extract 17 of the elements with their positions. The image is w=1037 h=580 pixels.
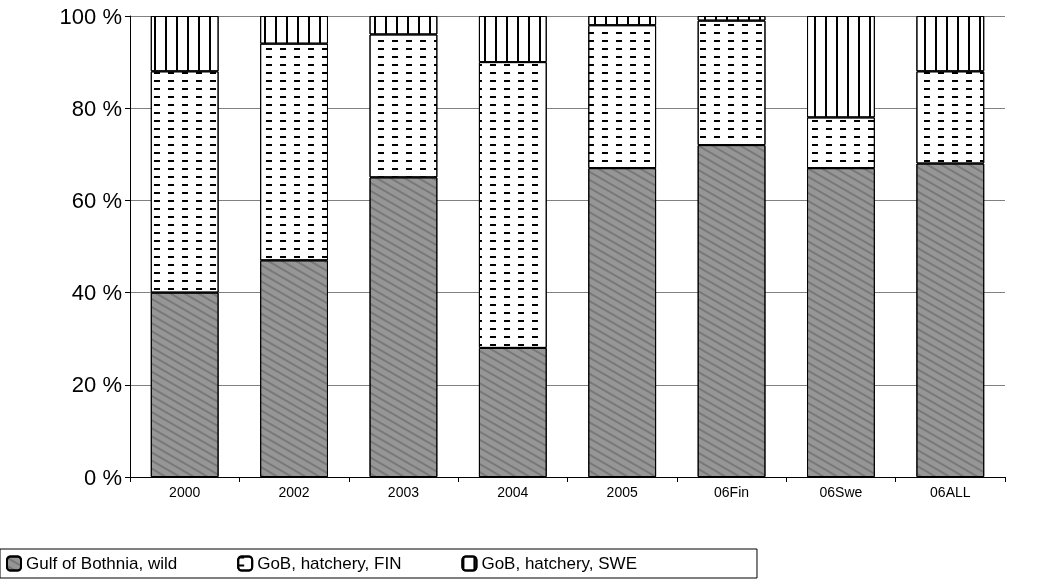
x-tick-label: 06Fin: [714, 484, 750, 500]
x-tick-label: 06Swe: [819, 484, 863, 500]
y-tick-label: 20 %: [71, 372, 122, 398]
x-tick-label: 06ALL: [930, 484, 971, 500]
legend-label: GoB, hatchery, SWE: [481, 554, 637, 573]
y-tick-label: 0 %: [84, 464, 122, 490]
y-tick-label: 100 %: [59, 3, 122, 29]
y-tick-label: 40 %: [71, 280, 122, 306]
x-tick-label: 2003: [387, 484, 420, 500]
y-tick-label: 80 %: [71, 95, 122, 121]
x-tick-label: 2005: [606, 484, 638, 500]
x-tick-label: 2002: [278, 484, 310, 500]
y-tick-label: 60 %: [71, 187, 122, 213]
legend-label: Gulf of Bothnia, wild: [26, 554, 178, 573]
legend-label: GoB, hatchery, FIN: [257, 554, 402, 573]
x-tick-label: 2004: [497, 484, 529, 500]
x-tick-label: 2000: [169, 484, 201, 500]
